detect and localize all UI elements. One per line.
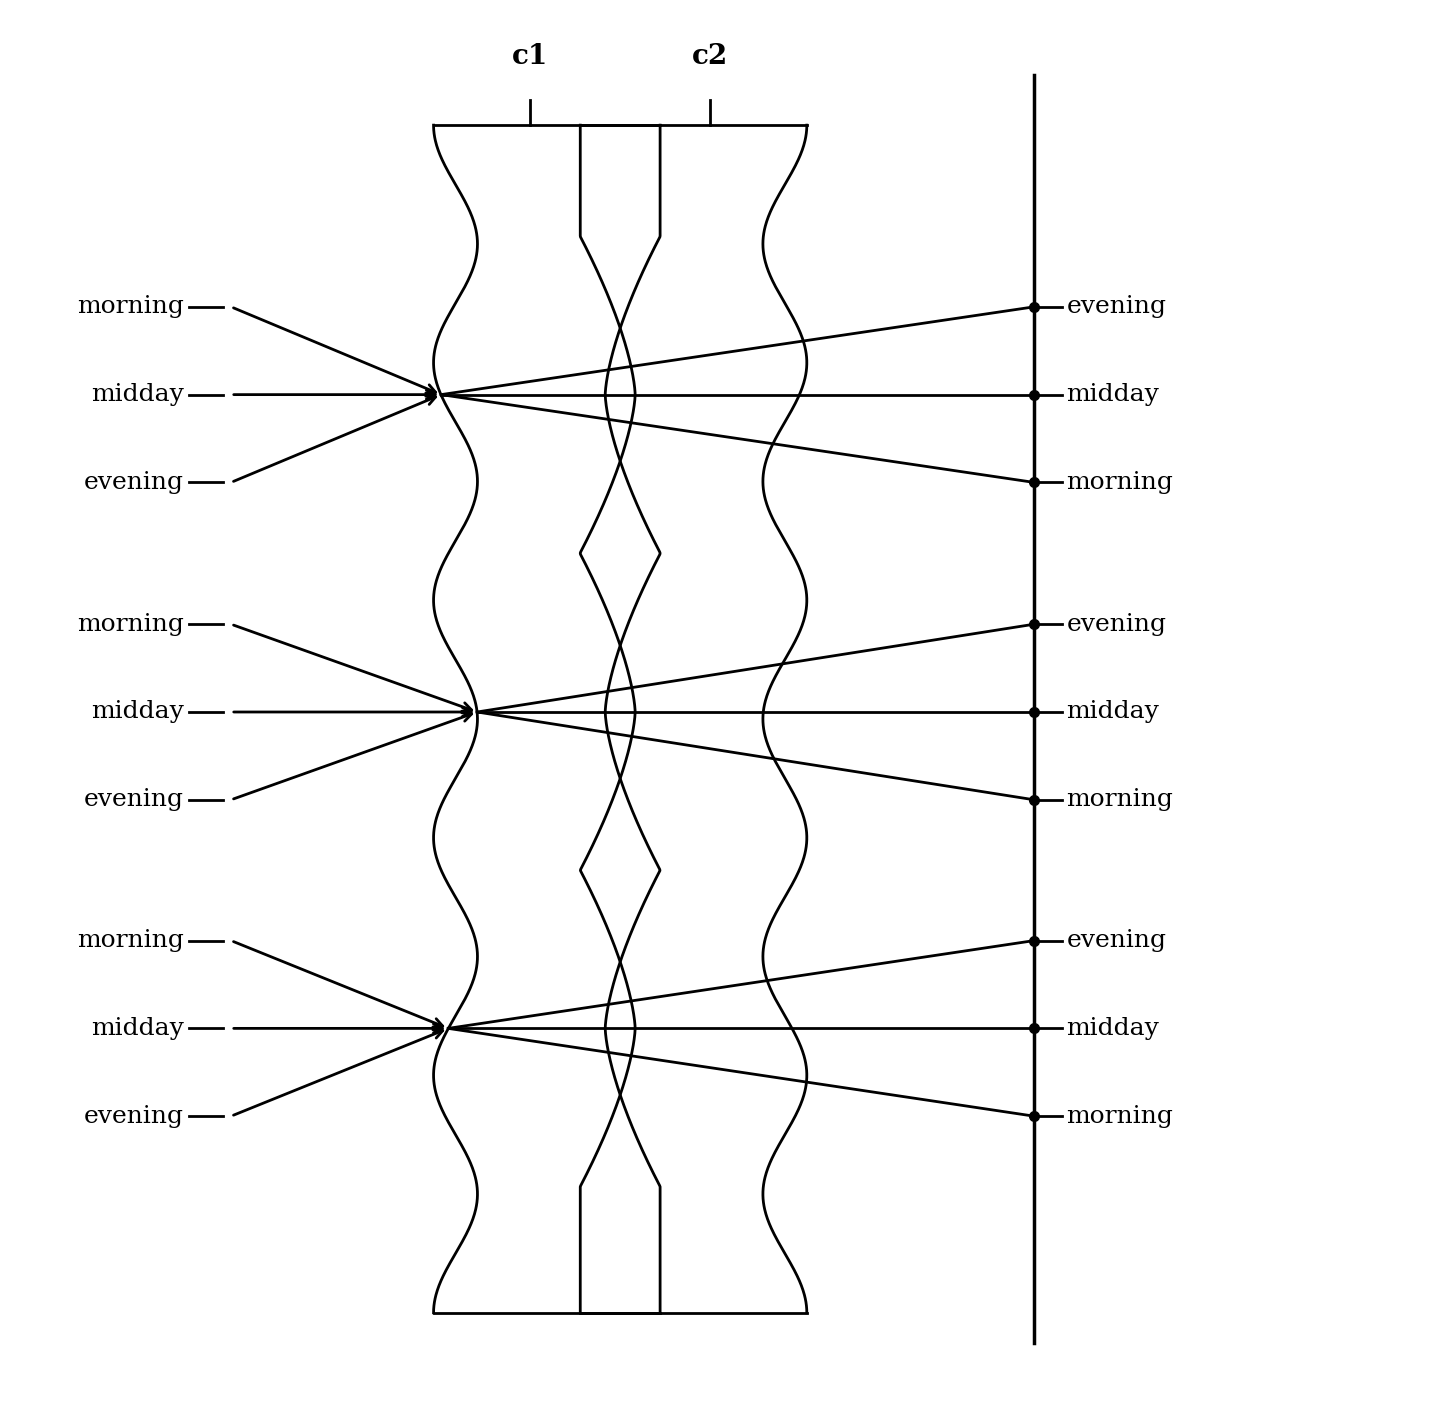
Text: morning: morning: [77, 928, 184, 953]
Text: morning: morning: [77, 612, 184, 635]
Text: midday: midday: [92, 1017, 184, 1040]
Text: midday: midday: [1067, 701, 1160, 723]
Text: c1: c1: [512, 43, 549, 70]
Text: c2: c2: [692, 43, 728, 70]
Text: evening: evening: [1067, 295, 1167, 319]
Text: morning: morning: [1067, 471, 1173, 494]
Text: midday: midday: [92, 383, 184, 406]
Text: midday: midday: [1067, 383, 1160, 406]
Text: morning: morning: [77, 295, 184, 319]
Text: midday: midday: [1067, 1017, 1160, 1040]
Text: midday: midday: [92, 701, 184, 723]
Text: evening: evening: [84, 789, 184, 812]
Text: evening: evening: [1067, 612, 1167, 635]
Text: morning: morning: [1067, 789, 1173, 812]
Text: evening: evening: [84, 471, 184, 494]
Text: morning: morning: [1067, 1105, 1173, 1128]
Text: evening: evening: [1067, 928, 1167, 953]
Text: evening: evening: [84, 1105, 184, 1128]
